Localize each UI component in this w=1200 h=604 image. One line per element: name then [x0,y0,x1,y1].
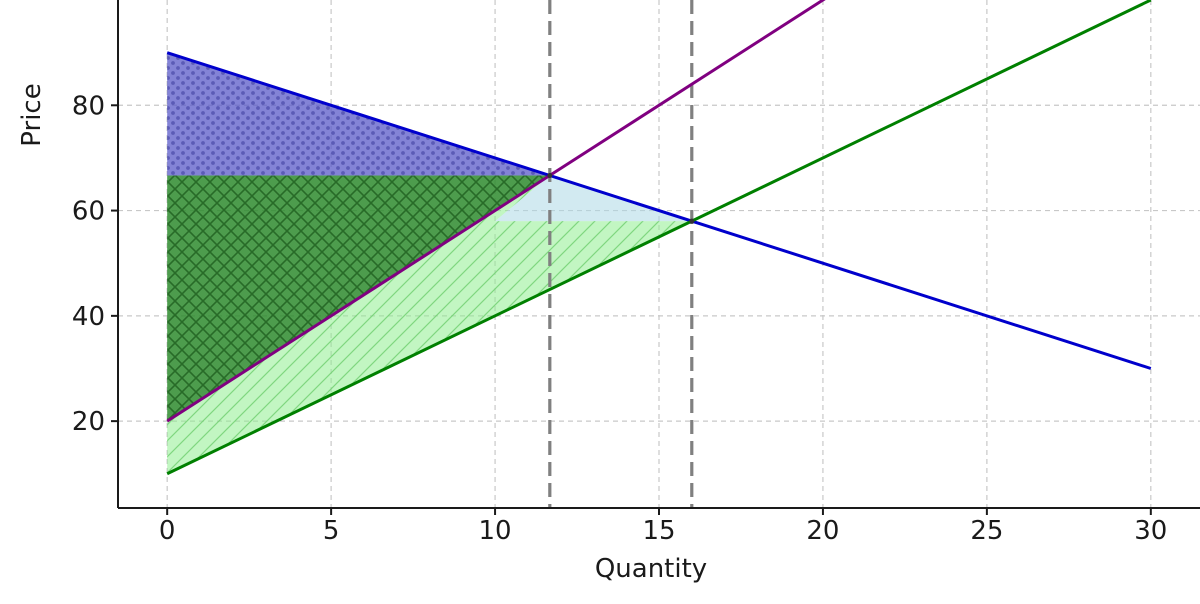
x-tick-label: 10 [479,516,512,546]
series-line [166,0,1152,476]
y-tick-label: 20 [72,407,105,437]
series-lines [166,0,1152,476]
series-line [166,51,1152,370]
shaded-region-pattern [167,175,692,474]
x-tick-label: 20 [806,516,839,546]
x-tick-label: 0 [159,516,176,546]
intersection-point [547,172,553,178]
series-line [166,0,826,423]
y-tick-label: 40 [72,302,105,332]
tick-layer: 0 5 10 15 20 25 30 20 40 60 80 [72,91,1167,546]
y-tick-label: 60 [72,197,105,227]
y-axis-label: Price [17,83,47,146]
shaded-regions [167,52,692,474]
shaded-region [495,175,692,222]
x-axis-label: Quantity [595,554,707,584]
x-tick-label: 5 [323,516,340,546]
y-tick-label: 80 [72,91,105,121]
intersection-point [689,218,695,224]
x-tick-label: 30 [1134,516,1167,546]
x-tick-label: 15 [642,516,675,546]
x-tick-label: 25 [970,516,1003,546]
